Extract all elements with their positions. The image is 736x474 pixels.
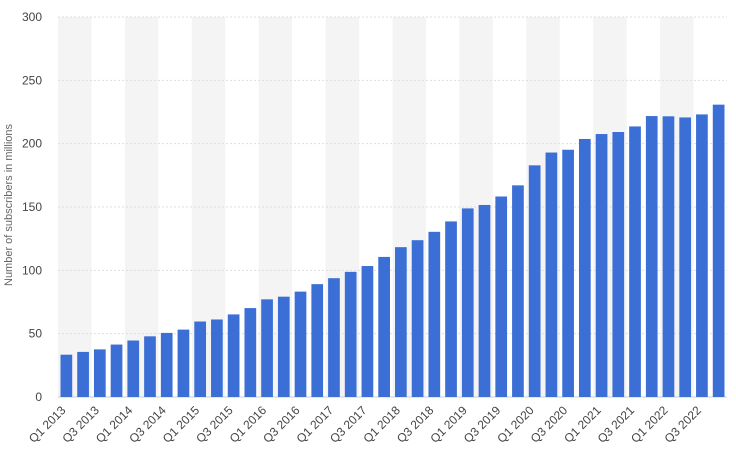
bar-q3-2018[interactable] <box>428 231 441 397</box>
bar-q1-2014[interactable] <box>127 340 140 397</box>
y-tick-label: 150 <box>22 200 42 214</box>
bar-q2-2015[interactable] <box>211 319 223 397</box>
bar-q3-2015[interactable] <box>227 314 240 397</box>
bar-q4-2015[interactable] <box>244 308 257 397</box>
bar-q1-2013[interactable] <box>60 354 73 397</box>
bar-q4-2018[interactable] <box>445 221 457 397</box>
bar-q2-2017[interactable] <box>344 271 357 397</box>
bar-q2-2020[interactable] <box>545 152 558 397</box>
bar-q2-2022[interactable] <box>679 117 692 398</box>
bar-q1-2018[interactable] <box>395 247 407 397</box>
bar-q2-2014[interactable] <box>144 336 156 397</box>
bar-q4-2022[interactable] <box>712 104 725 398</box>
y-tick-label: 50 <box>29 327 43 341</box>
bar-q4-2013[interactable] <box>110 344 123 397</box>
bar-q4-2021[interactable] <box>645 116 658 397</box>
bar-q3-2013[interactable] <box>93 349 106 397</box>
bar-q4-2020[interactable] <box>578 138 591 398</box>
bar-q3-2014[interactable] <box>160 332 173 397</box>
bar-q2-2021[interactable] <box>612 132 625 397</box>
bar-q1-2016[interactable] <box>261 299 273 397</box>
y-tick-label: 200 <box>22 137 42 151</box>
y-axis-title: Number of subscribers in millions <box>3 124 15 286</box>
bar-q3-2017[interactable] <box>361 266 374 397</box>
bar-q3-2020[interactable] <box>562 149 574 397</box>
bar-q2-2018[interactable] <box>411 240 424 397</box>
bar-q3-2019[interactable] <box>495 196 508 397</box>
bar-q4-2017[interactable] <box>378 256 390 397</box>
bar-q1-2015[interactable] <box>194 321 207 397</box>
bar-q4-2014[interactable] <box>177 329 190 397</box>
bar-q1-2022[interactable] <box>662 116 675 397</box>
bar-q3-2016[interactable] <box>294 291 307 397</box>
bar-q1-2021[interactable] <box>595 134 608 398</box>
y-tick-label: 100 <box>22 263 42 277</box>
bar-q1-2017[interactable] <box>328 278 340 397</box>
x-tick-label: Q3 2022 <box>662 403 705 446</box>
bar-q3-2021[interactable] <box>629 126 641 397</box>
bar-q2-2016[interactable] <box>277 296 290 397</box>
y-tick-labels: 0 50 100 150 200 250 300 <box>22 10 42 404</box>
bar-q4-2016[interactable] <box>311 284 324 397</box>
y-tick-label: 0 <box>35 390 42 404</box>
bar-q1-2019[interactable] <box>461 208 474 397</box>
bar-q2-2019[interactable] <box>478 204 491 397</box>
y-tick-label: 250 <box>22 73 42 87</box>
bars <box>60 104 725 398</box>
y-tick-label: 300 <box>22 10 42 24</box>
bar-q1-2020[interactable] <box>528 165 541 397</box>
bar-q2-2013[interactable] <box>77 351 89 397</box>
bar-q4-2019[interactable] <box>512 185 524 397</box>
bar-q3-2022[interactable] <box>696 114 708 397</box>
